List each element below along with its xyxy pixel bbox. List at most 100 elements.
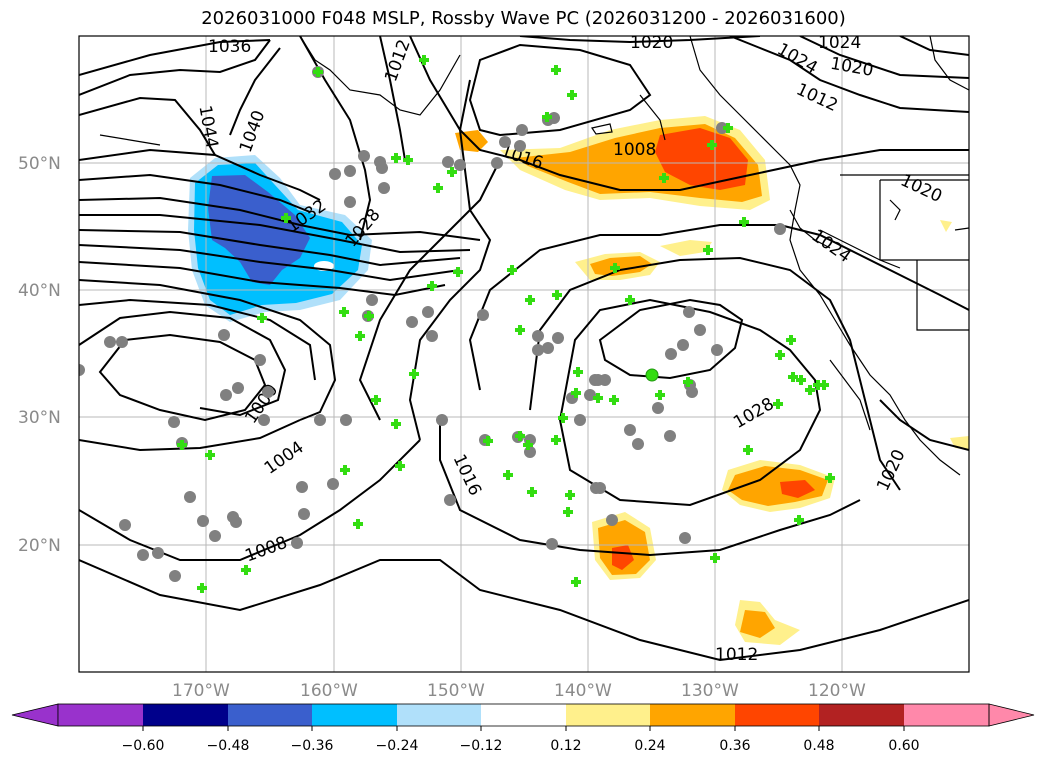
colorbar-bin: [904, 704, 989, 726]
station-circle-marker: [679, 532, 691, 544]
station-cross-marker: [723, 123, 733, 133]
station-circle-marker: [209, 530, 221, 542]
station-cross-marker: [551, 435, 561, 445]
colorbar-bin: [228, 704, 312, 726]
station-cross-marker: [625, 295, 635, 305]
station-circle-marker: [168, 416, 180, 428]
colorbar-bin: [397, 704, 481, 726]
station-cross-marker: [707, 140, 717, 150]
colorbar-tick-label: −0.24: [376, 738, 419, 754]
station-cross-marker: [257, 313, 267, 323]
station-cross-marker: [313, 67, 323, 77]
station-circle-marker: [532, 344, 544, 356]
station-cross-marker: [552, 290, 562, 300]
station-cross-marker: [177, 440, 187, 450]
station-circle-marker: [664, 430, 676, 442]
colorbar-bin: [481, 704, 566, 726]
station-cross-marker: [703, 245, 713, 255]
station-circle-marker: [298, 508, 310, 520]
station-circle-marker: [314, 414, 326, 426]
lat-label: 20°N: [18, 536, 61, 556]
station-circle-marker: [652, 402, 664, 414]
colorbar-bin: [819, 704, 904, 726]
station-cross-marker: [355, 331, 365, 341]
lat-label: 40°N: [18, 281, 61, 301]
station-circle-marker: [444, 494, 456, 506]
station-circle-marker: [516, 124, 528, 136]
colorbar: −0.60 −0.48 −0.36 −0.24 −0.12 0.12 0.24 …: [11, 703, 1035, 754]
observation-markers: [79, 55, 835, 593]
station-cross-marker: [558, 413, 568, 423]
station-circle-marker: [552, 332, 564, 344]
station-circle-marker: [454, 159, 466, 171]
station-circle-marker: [574, 414, 586, 426]
station-circle-marker: [546, 538, 558, 550]
station-circle-marker: [422, 306, 434, 318]
station-cross-marker: [447, 167, 457, 177]
station-cross-marker: [515, 431, 525, 441]
station-circle-marker: [677, 339, 689, 351]
station-cross-marker: [743, 445, 753, 455]
station-cross-marker: [573, 367, 583, 377]
station-circle-marker: [624, 424, 636, 436]
lon-label: 120°W: [808, 681, 866, 701]
station-cross-marker: [796, 375, 806, 385]
station-circle-marker: [291, 537, 303, 549]
isobar-label: 1008: [613, 140, 656, 160]
station-cross-marker: [427, 281, 437, 291]
station-cross-marker: [609, 395, 619, 405]
station-circle-marker: [184, 491, 196, 503]
highlight-station-marker: [645, 368, 659, 382]
station-circle-marker: [599, 374, 611, 386]
colorbar-tick-label: −0.36: [291, 738, 334, 754]
isobar-label: 1036: [208, 37, 251, 57]
station-circle-marker: [442, 156, 454, 168]
station-circle-marker: [366, 294, 378, 306]
station-cross-marker: [205, 450, 215, 460]
station-circle-marker: [665, 348, 677, 360]
station-circle-marker: [686, 386, 698, 398]
colorbar-tick-label: 0.24: [634, 738, 665, 754]
station-cross-marker: [241, 565, 251, 575]
station-circle-marker: [344, 165, 356, 177]
colorbar-bin: [58, 704, 143, 726]
colorbar-bin: [566, 704, 650, 726]
station-circle-marker: [340, 414, 352, 426]
colorbar-extend-low: [11, 703, 59, 727]
station-circle-marker: [376, 162, 388, 174]
station-cross-marker: [567, 90, 577, 100]
station-cross-marker: [551, 65, 561, 75]
station-cross-marker: [339, 307, 349, 317]
station-cross-marker: [542, 112, 552, 122]
station-circle-marker: [232, 382, 244, 394]
station-cross-marker: [391, 153, 401, 163]
station-cross-marker: [403, 155, 413, 165]
station-circle-marker: [116, 336, 128, 348]
station-cross-marker: [364, 311, 374, 321]
station-cross-marker: [515, 325, 525, 335]
station-circle-marker: [716, 122, 728, 134]
station-cross-marker: [775, 350, 785, 360]
station-circle-marker: [589, 374, 601, 386]
station-circle-marker: [532, 330, 544, 342]
lon-label: 140°W: [554, 681, 612, 701]
station-circle-marker: [152, 547, 164, 559]
station-circle-marker: [406, 316, 418, 328]
station-cross-marker: [819, 380, 829, 390]
station-circle-marker: [230, 516, 242, 528]
station-cross-marker: [340, 465, 350, 475]
station-circle-marker: [344, 196, 356, 208]
station-circle-marker: [514, 140, 526, 152]
station-cross-marker: [395, 461, 405, 471]
colorbar-bin: [735, 704, 819, 726]
station-circle-marker: [197, 515, 209, 527]
station-circle-marker: [606, 514, 618, 526]
station-circle-marker: [632, 438, 644, 450]
station-circle-marker: [683, 306, 695, 318]
station-cross-marker: [483, 436, 493, 446]
station-cross-marker: [371, 395, 381, 405]
station-cross-marker: [433, 183, 443, 193]
station-circle-marker: [694, 324, 706, 336]
station-circle-marker: [477, 309, 489, 321]
